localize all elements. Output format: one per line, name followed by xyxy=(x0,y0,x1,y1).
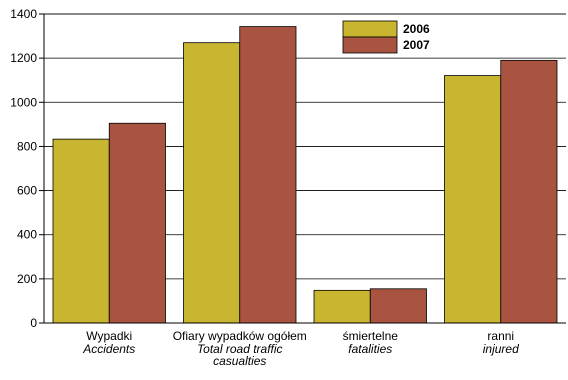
y-tick-label: 1000 xyxy=(10,95,37,109)
y-tick-label: 1200 xyxy=(10,51,37,65)
legend: 2006 2007 xyxy=(342,20,430,54)
category-label-en: Total road traffic xyxy=(197,342,283,356)
y-tick-label: 400 xyxy=(17,228,37,242)
bar-2006-4 xyxy=(444,75,502,324)
y-tick-label: 1400 xyxy=(10,7,37,21)
bar-2006-1 xyxy=(52,138,110,324)
category-label-pl: ranni xyxy=(487,329,514,343)
y-tick-label: 800 xyxy=(17,139,37,153)
bar-layer xyxy=(52,26,558,324)
axis-layer: 0 200 400 600 800 1000 1200 1400 xyxy=(10,7,566,330)
category-label-en: injured xyxy=(483,342,519,356)
legend-swatch-2007 xyxy=(342,36,398,54)
y-tick-label: 600 xyxy=(17,184,37,198)
legend-swatch-2006 xyxy=(342,20,398,38)
category-label-en: Accidents xyxy=(82,342,135,356)
legend-label-2006: 2006 xyxy=(403,22,430,36)
bar-2007-4 xyxy=(500,59,558,324)
category-label-pl: śmiertelne xyxy=(343,329,399,343)
bar-2006-2 xyxy=(183,42,241,324)
category-label-en: casualties xyxy=(213,354,266,368)
legend-label-2007: 2007 xyxy=(403,38,430,52)
y-tick-label: 0 xyxy=(30,316,37,330)
category-label-pl: Wypadki xyxy=(86,329,132,343)
bar-2007-1 xyxy=(108,122,166,324)
bar-2006-3 xyxy=(313,289,371,324)
bar-2007-2 xyxy=(239,26,297,324)
y-tick-label: 200 xyxy=(17,272,37,286)
category-label-pl: Ofiary wypadków ogółem xyxy=(173,329,307,343)
category-label-en: fatalities xyxy=(348,342,392,356)
bar-2007-3 xyxy=(369,288,427,324)
